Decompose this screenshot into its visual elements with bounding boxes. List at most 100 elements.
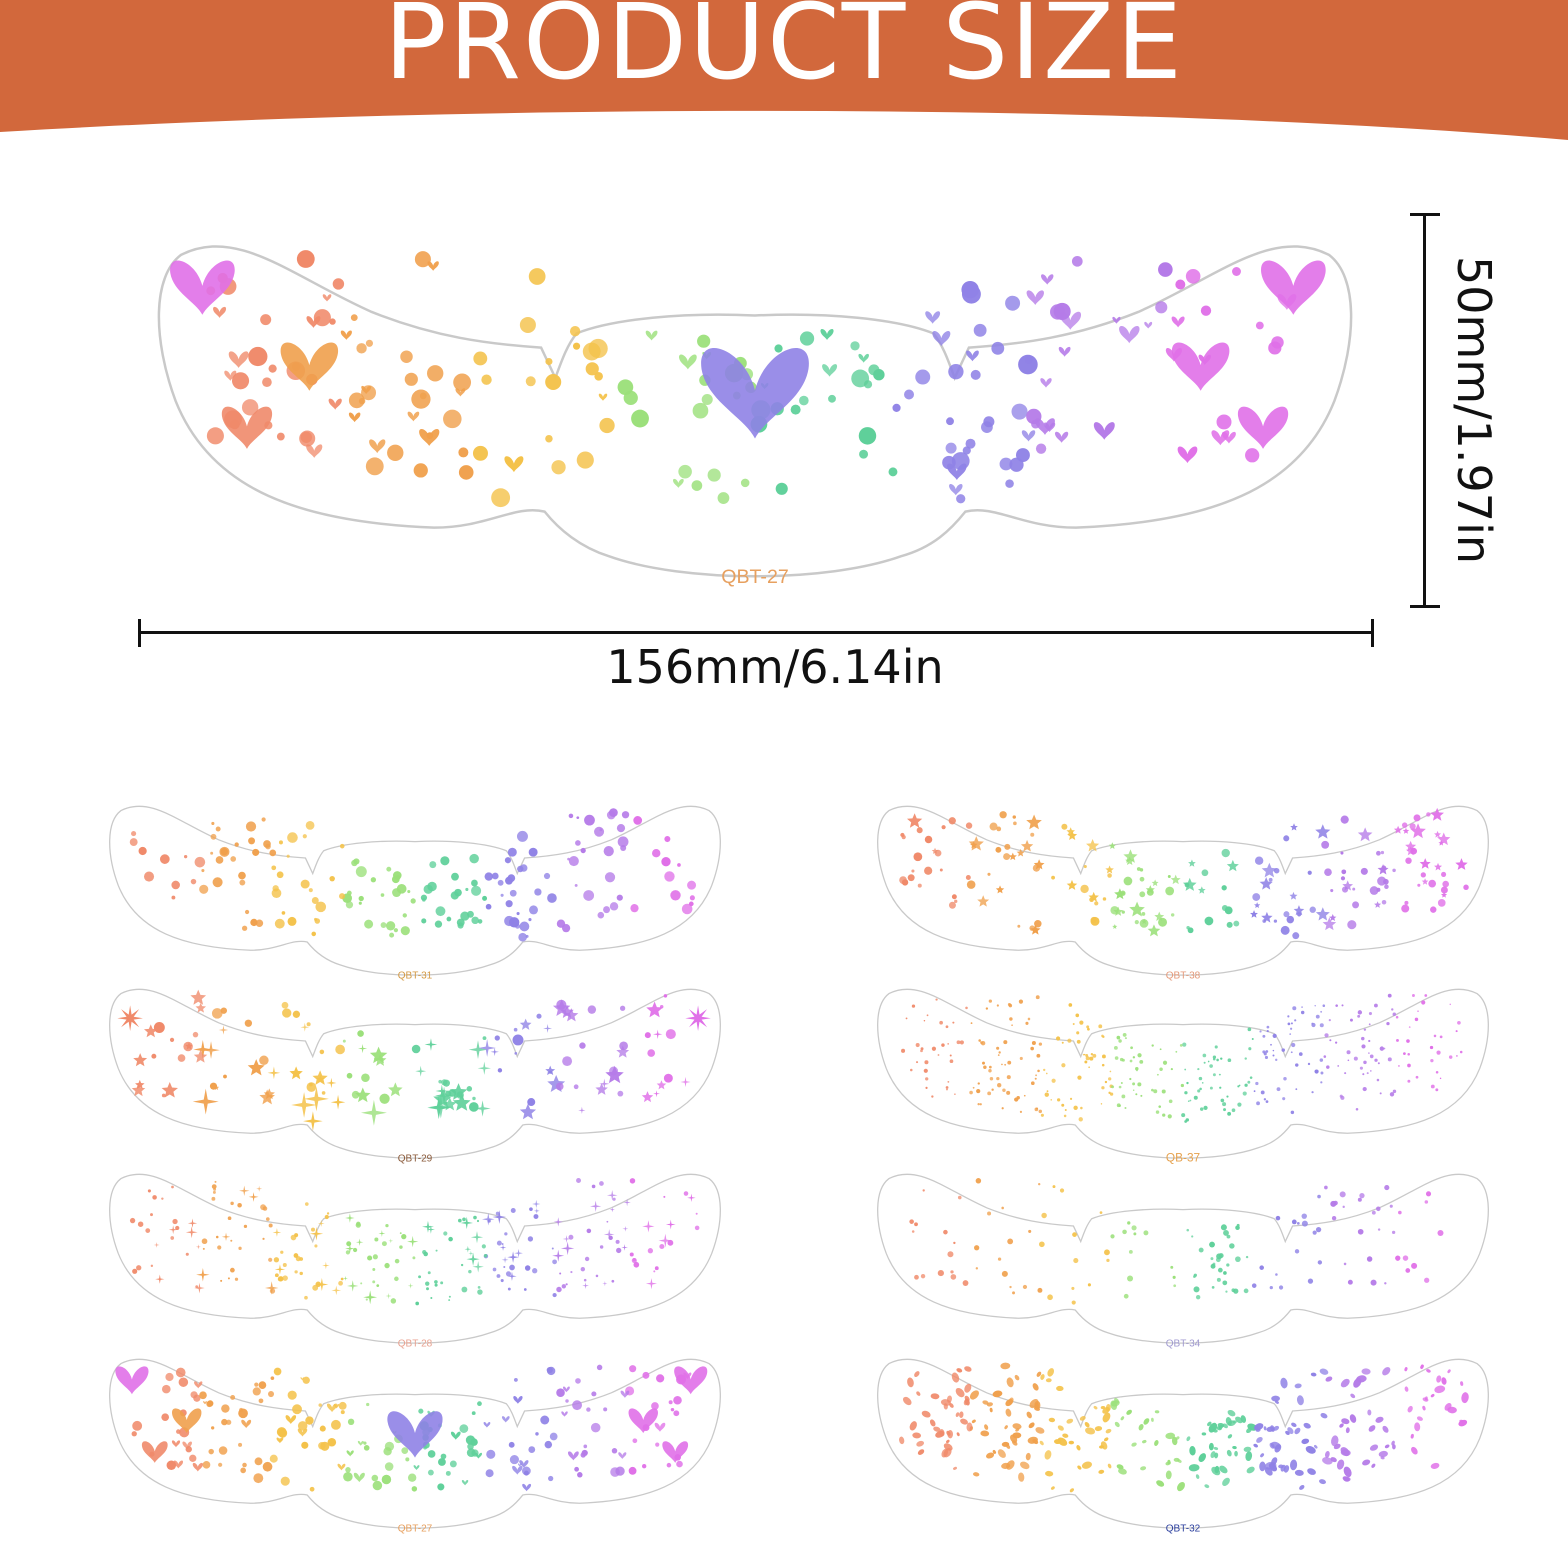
- decoration-dot: [259, 1055, 269, 1066]
- decoration-gem: [1138, 1423, 1144, 1431]
- decoration-dot: [962, 446, 971, 455]
- decoration-dot: [1428, 879, 1437, 888]
- decoration-gem: [1361, 1368, 1371, 1375]
- decoration-dot: [302, 834, 307, 839]
- decoration-dot: [1307, 870, 1312, 875]
- decoration-dot: [1210, 1257, 1214, 1261]
- decoration-gem: [1100, 1441, 1108, 1450]
- decoration-dot: [427, 1469, 434, 1476]
- decoration-dot: [909, 1219, 914, 1224]
- decoration-dot: [238, 1246, 242, 1250]
- decoration-dot: [468, 1269, 472, 1274]
- decoration-dot: [1244, 1057, 1247, 1060]
- decoration-dot: [212, 1190, 216, 1194]
- decoration-dot: [673, 1395, 682, 1405]
- decoration-dot: [440, 1453, 447, 1460]
- decoration-dot: [144, 871, 155, 882]
- decoration-gem: [1404, 1386, 1409, 1392]
- decoration-dot: [1132, 1089, 1135, 1091]
- decoration-gem: [1310, 1372, 1317, 1377]
- decoration-dot: [276, 1427, 287, 1437]
- decoration-dot: [577, 1472, 583, 1478]
- decoration-dot: [937, 1054, 940, 1056]
- decoration-dot: [1003, 1040, 1008, 1045]
- decoration-gem: [1253, 1443, 1258, 1448]
- decoration-gem: [1040, 1374, 1045, 1380]
- decoration-dot: [565, 1399, 569, 1403]
- decoration-star: [452, 1094, 471, 1111]
- decoration-dot: [664, 836, 671, 843]
- decoration-gem: [1245, 1451, 1253, 1462]
- decoration-gem: [986, 1452, 995, 1459]
- decoration-dot: [1018, 999, 1024, 1004]
- decoration-dot: [570, 1270, 573, 1274]
- decoration-dot: [1116, 1035, 1121, 1040]
- decoration-dot: [1317, 1260, 1323, 1265]
- decoration-dot: [1039, 1241, 1045, 1248]
- decoration-dot: [1089, 1056, 1094, 1061]
- decoration-dot: [606, 1220, 609, 1223]
- decoration-star: [1293, 905, 1305, 916]
- decoration-heart: [1021, 430, 1036, 442]
- decoration-dot: [242, 1462, 247, 1468]
- decoration-dot: [954, 1093, 956, 1095]
- decoration-dot: [340, 1277, 344, 1281]
- decoration-gem: [1032, 1383, 1039, 1391]
- decoration-dot: [916, 827, 923, 834]
- decoration-dot: [1087, 1283, 1091, 1287]
- decoration-star: [1254, 902, 1261, 908]
- decoration-dot: [924, 835, 933, 844]
- decoration-star: [1322, 917, 1337, 931]
- decoration-heart: [172, 1408, 202, 1434]
- decoration-heart: [966, 350, 979, 362]
- decoration-dot: [1014, 1097, 1019, 1102]
- decoration-dot: [691, 480, 703, 491]
- decoration-dot: [300, 879, 310, 889]
- decoration-dot: [948, 901, 956, 909]
- decoration-gem: [997, 1449, 1006, 1458]
- decoration-dot: [281, 1001, 289, 1009]
- decoration-dot: [1198, 1076, 1203, 1081]
- decoration-gem: [966, 1422, 973, 1432]
- decoration-dot: [1402, 1255, 1409, 1261]
- decoration-dot: [1392, 868, 1396, 873]
- decoration-dot: [1287, 1015, 1290, 1018]
- decoration-dot: [365, 457, 384, 476]
- decoration-dot: [434, 920, 443, 928]
- decoration-dot: [391, 875, 400, 884]
- decoration-heart: [519, 1460, 529, 1468]
- decoration-dot: [1273, 919, 1278, 923]
- decoration-dot: [210, 833, 217, 840]
- decoration-sparkle: [680, 1076, 691, 1087]
- decoration-heart: [1144, 321, 1153, 329]
- decoration-dot: [1134, 920, 1139, 925]
- decoration-dot: [687, 880, 697, 890]
- decoration-sparkle: [653, 1029, 663, 1039]
- variant-patch: QBT-28: [65, 1153, 765, 1363]
- variant-code: QBT-34: [1166, 1339, 1201, 1350]
- decoration-dot: [1319, 1023, 1324, 1028]
- decoration-heart: [820, 328, 834, 340]
- decoration-heart: [1093, 422, 1115, 440]
- decoration-dot: [1256, 1101, 1260, 1106]
- decoration-dot: [1426, 812, 1431, 817]
- decoration-dot: [451, 872, 459, 881]
- decoration-dot: [280, 1250, 284, 1254]
- banner-shape: [0, 0, 1568, 140]
- width-dimension-line: [139, 631, 1373, 634]
- decoration-dot: [192, 1031, 199, 1038]
- decoration-sparkle: [470, 1231, 484, 1244]
- decoration-dot: [1244, 1083, 1248, 1087]
- decoration-gem: [1212, 1428, 1218, 1433]
- decoration-dot: [245, 821, 257, 832]
- decoration-gem: [949, 1403, 954, 1408]
- decoration-dot: [653, 1270, 656, 1273]
- decoration-dot: [1072, 1023, 1075, 1026]
- decoration-dot: [1237, 1085, 1240, 1088]
- decoration-dot: [469, 853, 479, 864]
- decoration-dot: [1035, 443, 1047, 454]
- decoration-star: [1393, 825, 1403, 834]
- decoration-dot: [1051, 1078, 1056, 1083]
- decoration-dot: [1463, 884, 1469, 890]
- decoration-gem: [964, 1366, 972, 1372]
